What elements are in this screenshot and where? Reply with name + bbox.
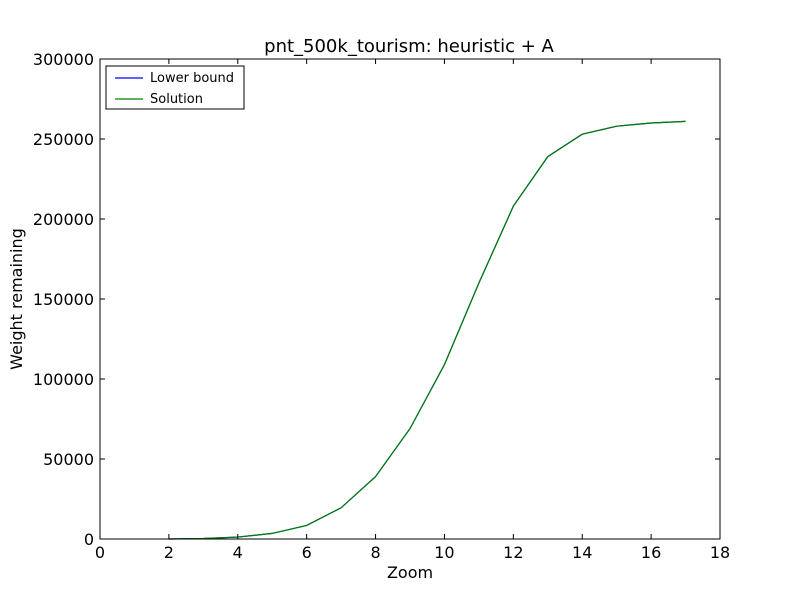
x-tick-label: 16 bbox=[641, 543, 661, 562]
series-line-solution bbox=[168, 120, 686, 540]
y-tick-label: 250000 bbox=[33, 130, 94, 149]
x-axis-label: Zoom bbox=[387, 563, 433, 582]
legend: Lower bound Solution bbox=[105, 65, 245, 110]
y-axis: 0 50000 100000 150000 200000 250000 300000 bbox=[33, 50, 720, 549]
chart-title: pnt_500k_tourism: heuristic + A bbox=[264, 36, 554, 57]
y-tick-label: 0 bbox=[84, 530, 94, 549]
x-tick-label: 8 bbox=[370, 543, 380, 562]
x-tick-label: 12 bbox=[503, 543, 523, 562]
x-tick-label: 10 bbox=[434, 543, 454, 562]
y-tick-label: 150000 bbox=[33, 290, 94, 309]
y-tick-label: 100000 bbox=[33, 370, 94, 389]
x-tick-label: 2 bbox=[164, 543, 174, 562]
plot-series bbox=[168, 120, 686, 540]
legend-frame bbox=[105, 65, 245, 110]
y-tick-label: 200000 bbox=[33, 210, 94, 229]
legend-label-lower-bound: Lower bound bbox=[150, 71, 234, 86]
x-axis: 0 2 4 6 8 10 12 14 16 18 bbox=[95, 59, 730, 562]
y-tick-label: 300000 bbox=[33, 50, 94, 69]
y-axis-label: Weight remaining bbox=[7, 228, 26, 370]
legend-label-solution: Solution bbox=[150, 92, 203, 107]
x-tick-label: 0 bbox=[95, 543, 105, 562]
x-tick-label: 18 bbox=[710, 543, 730, 562]
x-tick-label: 14 bbox=[572, 543, 592, 562]
x-tick-label: 6 bbox=[302, 543, 312, 562]
x-tick-label: 4 bbox=[233, 543, 243, 562]
y-tick-label: 50000 bbox=[43, 450, 94, 469]
